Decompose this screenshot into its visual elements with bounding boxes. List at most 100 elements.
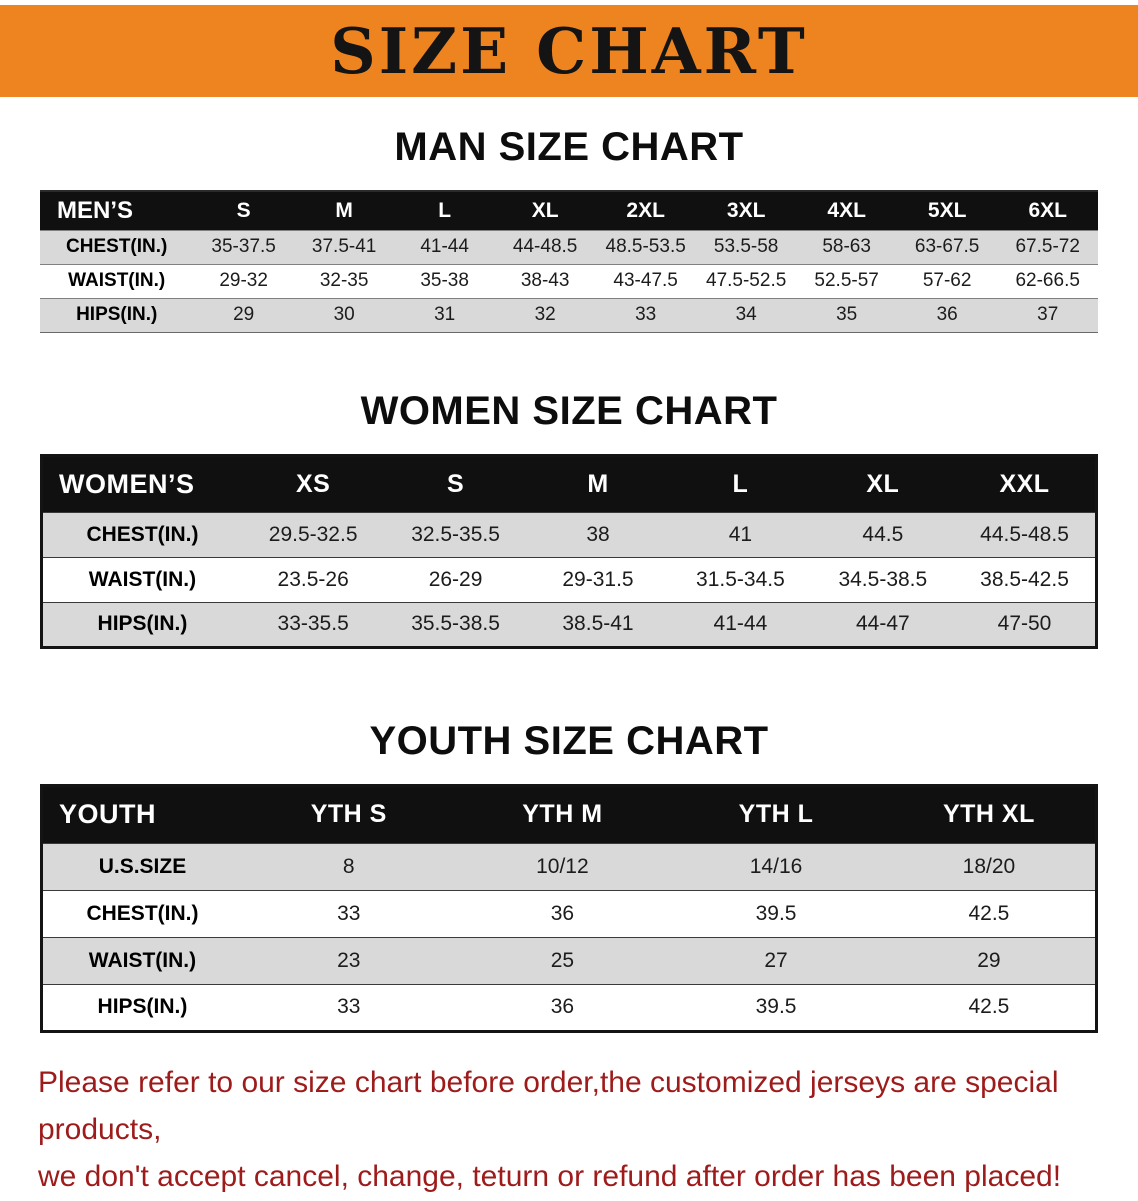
size-value: 62-66.5 (997, 263, 1098, 298)
table-row: CHEST(IN.) 35-37.5 37.5-41 41-44 44-48.5 48.5… (40, 229, 1098, 264)
size-value: 29.5-32.5 (241, 511, 385, 557)
size-value: 39.5 (669, 983, 883, 1031)
size-value: 41-44 (669, 601, 812, 647)
men-table-body: CHEST(IN.) 35-37.5 37.5-41 41-44 44-48.5 48.5… (40, 229, 1098, 332)
size-value: 38 (526, 511, 670, 557)
banner-title: SIZE CHART (330, 13, 808, 88)
size-column-header: XL (494, 191, 596, 230)
size-column-header: M (526, 455, 670, 512)
size-value: 44-48.5 (494, 229, 596, 264)
row-label: WAIST(IN.) (41, 556, 242, 602)
table-row: WAIST(IN.) 29-32 32-35 35-38 38-43 43-47.5 47.… (40, 263, 1098, 298)
notice-line-1: Please refer to our size chart before or… (38, 1065, 1059, 1146)
size-value: 47-50 (954, 601, 1097, 647)
women-table-header-row: WOMEN’S XS S M L XL XXL (41, 455, 1097, 512)
size-column-header: S (193, 191, 294, 230)
size-value: 33 (241, 889, 456, 937)
size-column-header: L (394, 191, 495, 230)
table-row: CHEST(IN.) 29.5-32.5 32.5-35.5 38 41 44.5 44.5… (41, 511, 1097, 557)
size-value: 53.5-58 (695, 229, 797, 264)
banner: SIZE CHART (0, 5, 1138, 97)
size-value: 38.5-41 (526, 601, 670, 647)
youth-size-table: YOUTH YTH S YTH M YTH L YTH XL U.S.SIZE 8 10/1… (40, 783, 1098, 1033)
size-value: 42.5 (882, 889, 1097, 937)
table-corner-label: WOMEN’S (41, 455, 242, 512)
footer-notice: Please refer to our size chart before or… (0, 1059, 1138, 1201)
size-value: 37.5-41 (293, 229, 395, 264)
size-column-header: 5XL (896, 191, 998, 230)
size-value: 44.5 (811, 511, 955, 557)
size-value: 27 (669, 936, 883, 984)
size-value: 43-47.5 (595, 263, 696, 298)
size-value: 34.5-38.5 (811, 556, 955, 602)
men-section-title: MAN SIZE CHART (394, 125, 744, 169)
size-value: 23 (241, 936, 456, 984)
youth-size-chart-section: YOUTH SIZE CHART YOUTH YTH S YTH M YTH L YTH… (0, 719, 1138, 1033)
size-value: 41-44 (394, 229, 495, 264)
women-size-table: WOMEN’S XS S M L XL XXL CHEST(IN.) 29.5-32.5 32.… (40, 453, 1098, 649)
size-column-header: 2XL (595, 191, 696, 230)
row-label: U.S.SIZE (41, 842, 242, 890)
size-value: 41 (669, 511, 812, 557)
size-value: 29 (193, 297, 294, 332)
size-value: 35-38 (394, 263, 495, 298)
row-label: WAIST(IN.) (40, 263, 194, 298)
size-chart-page: SIZE CHART MAN SIZE CHART MEN’S S M L XL 2XL 3… (0, 5, 1138, 1201)
row-label: HIPS(IN.) (40, 297, 194, 332)
size-value: 29-31.5 (526, 556, 670, 602)
women-section-title: WOMEN SIZE CHART (360, 388, 778, 433)
men-size-chart-section: MAN SIZE CHART MEN’S S M L XL 2XL 3XL 4XL 5XL 6XL… (0, 125, 1138, 333)
size-value: 44-47 (811, 601, 955, 647)
size-column-header: YTH M (455, 785, 670, 843)
youth-table-header-row: YOUTH YTH S YTH M YTH L YTH XL (41, 785, 1097, 843)
size-column-header: YTH XL (882, 785, 1097, 843)
size-column-header: M (293, 191, 395, 230)
size-value: 29-32 (193, 263, 294, 298)
size-value: 31 (394, 297, 495, 332)
size-value: 32-35 (293, 263, 395, 298)
notice-line-2: we don't accept cancel, change, teturn o… (38, 1160, 1062, 1194)
size-value: 39.5 (669, 889, 883, 937)
size-column-header: XS (241, 455, 385, 512)
row-label: CHEST(IN.) (40, 229, 194, 264)
row-label: CHEST(IN.) (41, 511, 242, 557)
women-table-body: CHEST(IN.) 29.5-32.5 32.5-35.5 38 41 44.5 44.5… (41, 511, 1097, 647)
table-corner-label: YOUTH (41, 785, 242, 843)
size-value: 23.5-26 (241, 556, 385, 602)
size-column-header: 3XL (695, 191, 797, 230)
size-value: 26-29 (384, 556, 527, 602)
size-value: 67.5-72 (997, 229, 1098, 264)
size-value: 35 (796, 297, 897, 332)
size-value: 25 (455, 936, 670, 984)
row-label: CHEST(IN.) (41, 889, 242, 937)
size-value: 30 (293, 297, 395, 332)
size-value: 18/20 (882, 842, 1097, 890)
size-value: 38-43 (494, 263, 596, 298)
size-value: 58-63 (796, 229, 897, 264)
size-value: 36 (455, 889, 670, 937)
size-value: 52.5-57 (796, 263, 897, 298)
size-value: 36 (896, 297, 998, 332)
table-row: WAIST(IN.) 23.5-26 26-29 29-31.5 31.5-34.5 34… (41, 556, 1097, 602)
size-value: 8 (241, 842, 456, 890)
size-value: 33 (241, 983, 456, 1031)
size-value: 47.5-52.5 (695, 263, 797, 298)
table-row: U.S.SIZE 8 10/12 14/16 18/20 (41, 842, 1097, 890)
size-column-header: XXL (954, 455, 1097, 512)
size-value: 48.5-53.5 (595, 229, 696, 264)
size-value: 10/12 (455, 842, 670, 890)
table-row: CHEST(IN.) 33 36 39.5 42.5 (41, 889, 1097, 937)
size-value: 32.5-35.5 (384, 511, 527, 557)
row-label: HIPS(IN.) (41, 983, 242, 1031)
size-value: 33-35.5 (241, 601, 385, 647)
size-value: 42.5 (882, 983, 1097, 1031)
size-column-header: L (669, 455, 812, 512)
size-value: 14/16 (669, 842, 883, 890)
size-value: 34 (695, 297, 797, 332)
size-column-header: 4XL (796, 191, 897, 230)
size-value: 38.5-42.5 (954, 556, 1097, 602)
table-row: WAIST(IN.) 23 25 27 29 (41, 936, 1097, 984)
size-value: 57-62 (896, 263, 998, 298)
row-label: HIPS(IN.) (41, 601, 242, 647)
size-value: 36 (455, 983, 670, 1031)
